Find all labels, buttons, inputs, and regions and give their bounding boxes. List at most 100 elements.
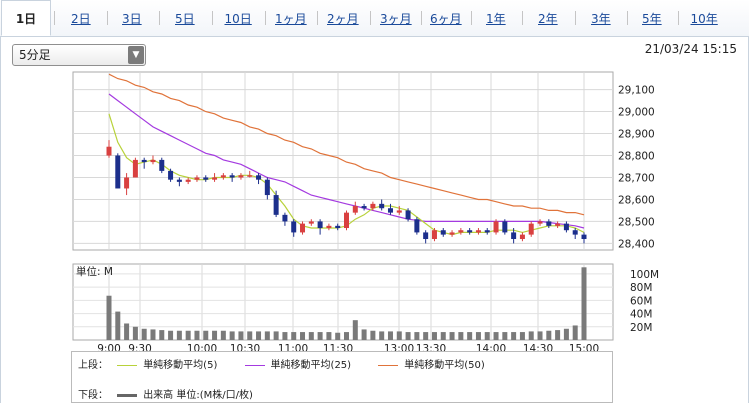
candle-down [405,210,411,220]
volume-bar [176,330,182,340]
volume-bar [282,332,288,340]
tab-range-11[interactable]: 3年 [591,12,611,26]
candle-down [168,170,174,180]
tab-range-7[interactable]: 3ヶ月 [380,12,412,26]
candle-down [317,221,323,229]
volume-bar [370,330,376,340]
volume-bar [537,331,543,340]
candle-down [546,221,552,226]
volume-bar [141,328,147,340]
candle-up [247,175,253,177]
legend-row-upper: 上段： 単純移動平均(5) 単純移動平均(25) 単純移動平均(50) [78,356,503,371]
tab-separator [522,11,523,25]
tab-range-13[interactable]: 10年 [690,12,718,26]
interval-select-value: 5分足 [19,48,51,62]
candle-down [414,219,420,233]
tab-range-8[interactable]: 6ヶ月 [430,12,462,26]
candle-down [282,214,288,222]
volume-bar [449,332,455,340]
tab-range-10[interactable]: 2年 [538,12,558,26]
volume-bar [300,332,306,340]
candle-up [124,177,130,189]
y-tick-label: 28,900 [618,129,655,141]
volume-bar [159,330,165,340]
candle-up [519,234,525,240]
candle-up [431,230,437,240]
chevron-down-icon: ▼ [128,46,144,64]
tab-range-4[interactable]: 10日 [224,12,252,26]
candle-up [185,179,191,182]
tab-range-1[interactable]: 2日 [71,12,91,26]
tab-range-3[interactable]: 5日 [175,12,195,26]
legend-item-ma25: 単純移動平均(25) [239,356,351,371]
candle-down [563,223,569,231]
candle-down [176,179,182,182]
candle-up [475,230,481,233]
volume-bar [344,332,349,340]
legend-item-ma5: 単純移動平均(5) [111,356,217,371]
volume-plot-frame [72,263,614,341]
candle-up [396,210,402,213]
candle-up [528,223,534,235]
volume-bar [150,329,156,340]
candle-down [484,230,490,233]
candle-down [335,225,341,229]
candle-up [555,223,561,226]
candle-down [511,232,517,240]
candle-down [467,230,473,233]
tab-range-2[interactable]: 3日 [122,12,142,26]
volume-y-tick-label: 80M [630,282,652,294]
volume-bar [361,329,367,340]
y-tick-label: 29,000 [618,107,655,119]
volume-bar [229,331,235,340]
legend-upper-label: 上段： [78,360,108,371]
volume-bar [440,332,446,340]
tab-separator [53,11,55,25]
candle-down [264,179,270,196]
timestamp: 21/03/24 15:15 [644,42,737,56]
candle-down [440,230,446,235]
volume-bar [168,330,174,340]
tab-range-6[interactable]: 2ヶ月 [327,12,359,26]
tab-separator [106,11,108,25]
candle-up [458,230,464,233]
tab-range-5[interactable]: 1ヶ月 [275,12,307,26]
volume-bar [467,332,473,340]
tab-separator [158,11,160,25]
candle-up [537,221,543,224]
candle-up [106,146,112,156]
volume-bar [238,331,244,340]
volume-bar [256,331,262,340]
legend-lower-label: 下段： [78,390,108,401]
candle-up [212,177,218,180]
candle-up [300,223,306,233]
volume-bar [475,332,481,340]
volume-bar [484,332,490,340]
candle-down [572,230,578,235]
volume-bar [414,332,420,340]
volume-bar [264,331,270,340]
candle-down [502,221,508,233]
tab-range-12[interactable]: 5年 [642,12,662,26]
y-tick-label: 28,400 [618,238,655,250]
tab-range-0[interactable]: 1日 [1,0,51,36]
volume-bar [352,320,358,340]
volume-bar [502,332,508,340]
tab-range-9[interactable]: 1年 [486,12,506,26]
candle-down [273,195,279,215]
y-tick-label: 29,100 [618,85,655,97]
candle-up [132,159,138,178]
volume-bar [247,331,253,340]
volume-bar [291,332,297,340]
y-tick-label: 28,600 [618,194,655,206]
interval-select[interactable]: 5分足 ▼ [12,44,146,66]
candle-up [493,221,499,233]
volume-bar [555,330,561,340]
legend-item-ma50: 単純移動平均(50) [372,356,485,371]
y-tick-label: 28,500 [618,216,655,228]
candle-up [220,175,226,178]
volume-bar [546,330,552,340]
candle-up [194,177,200,180]
volume-bar [185,330,191,340]
volume-bar [273,331,279,340]
